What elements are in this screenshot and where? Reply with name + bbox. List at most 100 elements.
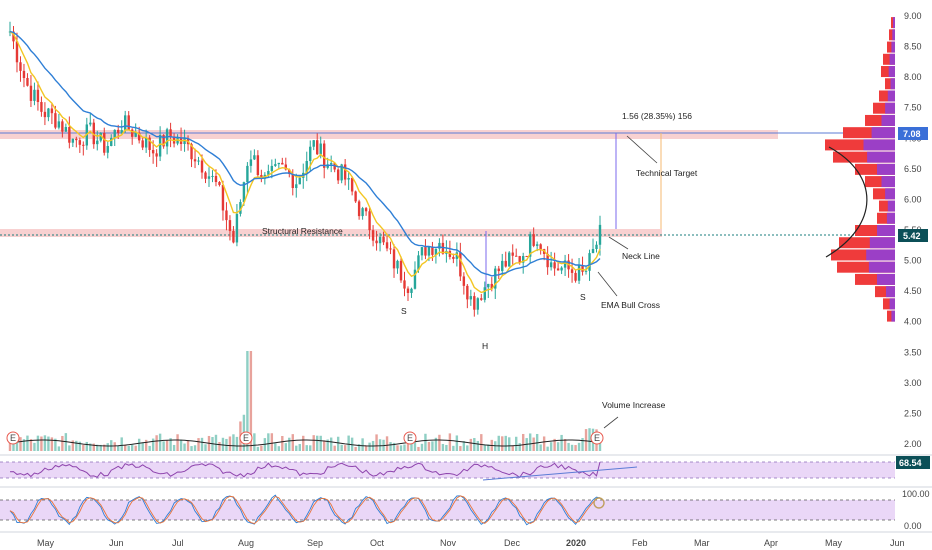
candle-body[interactable] — [413, 269, 417, 289]
candle-body[interactable] — [385, 242, 389, 249]
candle-body[interactable] — [556, 268, 560, 271]
candle-body[interactable] — [350, 178, 354, 192]
candle-body[interactable] — [577, 265, 581, 281]
candle-body[interactable] — [33, 89, 36, 101]
candle-body[interactable] — [469, 296, 473, 300]
candle-body[interactable] — [12, 31, 15, 42]
candle-body[interactable] — [466, 285, 469, 300]
candle-body[interactable] — [221, 184, 225, 211]
candle-body[interactable] — [19, 62, 22, 71]
candle-body[interactable] — [347, 178, 350, 180]
candle-body[interactable] — [504, 260, 507, 267]
candle-body[interactable] — [40, 102, 43, 112]
candle-body[interactable] — [560, 267, 563, 271]
candle-body[interactable] — [288, 169, 291, 174]
candle-body[interactable] — [148, 137, 151, 150]
candle-body[interactable] — [473, 296, 476, 310]
candle-body[interactable] — [267, 170, 270, 175]
candle-body[interactable] — [228, 220, 232, 231]
candle-body[interactable] — [343, 164, 347, 180]
candle-body[interactable] — [532, 234, 535, 246]
candle-body[interactable] — [78, 140, 82, 145]
candle-body[interactable] — [214, 175, 218, 183]
candle-body[interactable] — [113, 129, 116, 138]
candle-body[interactable] — [99, 133, 102, 141]
candle-body[interactable] — [298, 177, 301, 185]
candle-body[interactable] — [75, 138, 78, 141]
candle-body[interactable] — [490, 283, 493, 289]
candle-body[interactable] — [26, 78, 29, 86]
candle-body[interactable] — [134, 132, 137, 137]
candle-body[interactable] — [508, 252, 511, 267]
candle-body[interactable] — [274, 164, 277, 166]
candle-body[interactable] — [130, 129, 134, 137]
candle-body[interactable] — [82, 144, 85, 146]
candle-body[interactable] — [570, 269, 574, 273]
candle-body[interactable] — [438, 242, 441, 249]
candle-body[interactable] — [253, 155, 256, 160]
candle-body[interactable] — [378, 236, 382, 244]
candle-body[interactable] — [591, 249, 595, 254]
candle-body[interactable] — [420, 247, 424, 256]
candle-body[interactable] — [525, 256, 528, 258]
candle-body[interactable] — [452, 256, 455, 259]
candle-body[interactable] — [581, 265, 584, 272]
candle-body[interactable] — [242, 182, 246, 203]
candle-body[interactable] — [106, 146, 109, 153]
candle-body[interactable] — [549, 262, 553, 268]
candle-body[interactable] — [497, 268, 500, 272]
candle-body[interactable] — [382, 236, 385, 243]
candle-body[interactable] — [127, 115, 130, 130]
candle-body[interactable] — [574, 272, 577, 281]
candle-body[interactable] — [441, 242, 445, 254]
candle-body[interactable] — [190, 144, 193, 160]
candle-body[interactable] — [284, 164, 287, 170]
earnings-marker[interactable]: E — [403, 431, 417, 445]
candle-body[interactable] — [329, 163, 333, 165]
candle-body[interactable] — [96, 140, 99, 145]
candle-body[interactable] — [89, 122, 92, 125]
candle-body[interactable] — [211, 175, 214, 177]
candle-body[interactable] — [511, 252, 514, 256]
candle-body[interactable] — [588, 253, 591, 271]
candle-body[interactable] — [323, 143, 326, 168]
candle-body[interactable] — [410, 288, 413, 293]
candle-body[interactable] — [539, 244, 542, 250]
candle-body[interactable] — [47, 108, 50, 118]
candle-body[interactable] — [371, 230, 375, 241]
candle-body[interactable] — [487, 283, 490, 288]
candle-body[interactable] — [518, 256, 521, 263]
time-axis[interactable]: May Jun Jul Aug Sep Oct Nov Dec 2020 Feb Mar Apr May… — [37, 538, 905, 548]
candle-body[interactable] — [232, 230, 235, 243]
candle-body[interactable] — [197, 160, 200, 162]
candle-body[interactable] — [480, 298, 483, 300]
candle-body[interactable] — [476, 298, 480, 310]
candle-body[interactable] — [22, 70, 26, 79]
earnings-marker[interactable]: E — [6, 431, 20, 445]
candle-body[interactable] — [155, 153, 158, 157]
candle-body[interactable] — [225, 210, 228, 221]
candle-body[interactable] — [595, 244, 598, 250]
candle-body[interactable] — [61, 121, 64, 132]
candle-body[interactable] — [515, 255, 518, 257]
candle-body[interactable] — [483, 287, 486, 300]
candle-body[interactable] — [183, 138, 186, 145]
candle-body[interactable] — [417, 255, 420, 270]
candle-body[interactable] — [494, 268, 497, 289]
candle-body[interactable] — [319, 143, 322, 155]
candle-body[interactable] — [165, 129, 169, 147]
candle-body[interactable] — [424, 247, 427, 256]
candle-body[interactable] — [54, 113, 57, 128]
candle-body[interactable] — [270, 165, 274, 171]
candle-body[interactable] — [169, 129, 172, 137]
candle-body[interactable] — [92, 122, 95, 145]
candle-body[interactable] — [124, 115, 127, 131]
candle-body[interactable] — [340, 164, 343, 181]
candle-body[interactable] — [364, 208, 368, 212]
candle-body[interactable] — [295, 184, 298, 189]
candle-body[interactable] — [291, 173, 294, 189]
candle-body[interactable] — [43, 111, 47, 118]
candle-body[interactable] — [546, 253, 549, 268]
candle-body[interactable] — [246, 165, 249, 183]
